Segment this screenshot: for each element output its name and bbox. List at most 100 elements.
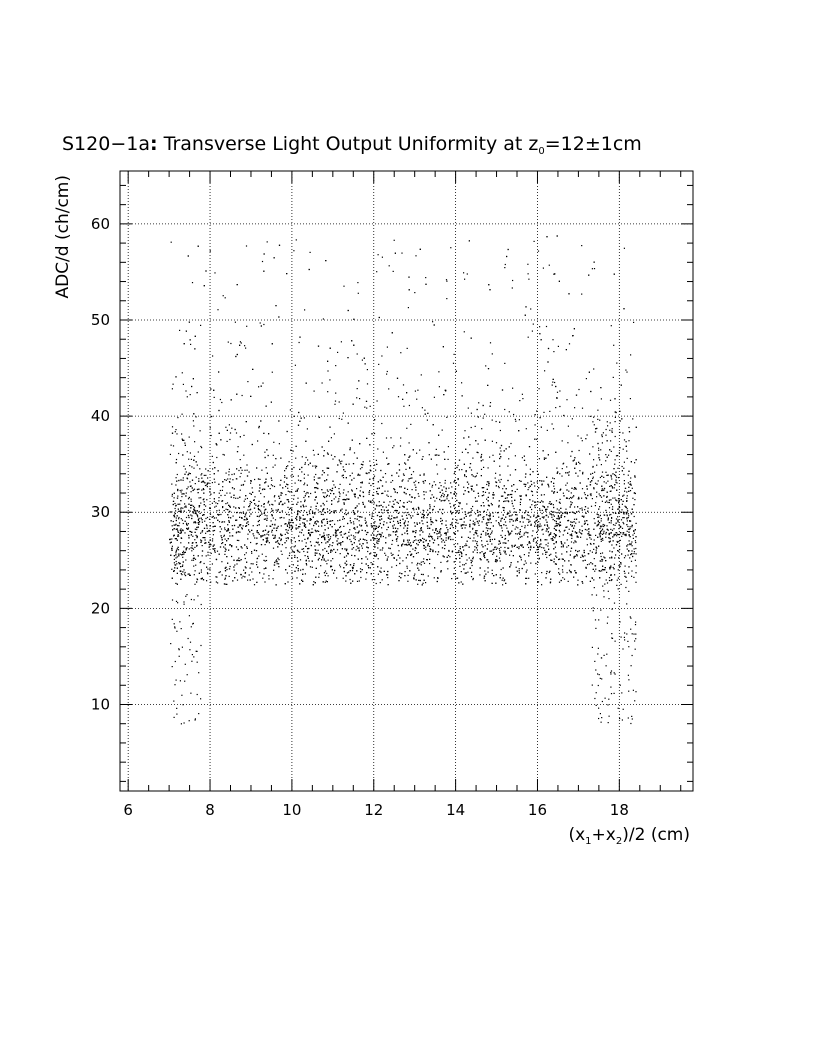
data-point [359,468,362,470]
data-point [582,473,584,475]
data-point [454,546,456,548]
data-point [480,475,482,477]
data-point [406,488,409,490]
data-point [622,511,624,513]
data-point [609,541,611,543]
data-point [207,568,209,570]
data-point [251,571,253,573]
data-point [282,503,284,505]
data-point [366,558,369,560]
data-point [186,451,188,453]
data-point [366,407,368,409]
data-point [492,492,494,494]
data-point [230,496,232,498]
data-point [206,499,208,501]
data-point [605,509,607,511]
data-point [588,534,590,536]
data-point [248,506,250,508]
data-point [196,579,199,581]
data-point [482,459,484,461]
data-point [575,462,577,464]
data-point [181,493,183,495]
data-point [280,550,282,552]
data-point [617,498,620,500]
data-point [359,495,361,497]
data-point [178,479,180,482]
data-point [329,379,331,381]
data-point [626,495,628,497]
data-point [198,510,200,513]
data-point [592,476,594,478]
data-point [464,474,466,476]
data-point [455,495,457,497]
data-point [531,504,533,506]
data-point [571,502,573,504]
data-point [184,551,186,553]
data-point [623,523,625,525]
data-point [374,521,376,523]
data-point [406,539,409,541]
data-point [531,508,533,511]
data-point [514,520,517,522]
data-point [521,535,523,538]
data-point [206,580,208,582]
data-point [503,450,505,452]
data-point [397,554,399,556]
data-point [629,557,631,559]
data-point [267,502,269,504]
data-point [509,521,511,523]
data-point [175,517,177,519]
data-point [513,508,515,510]
data-point [365,400,368,402]
data-point [615,475,617,477]
data-point [559,390,561,392]
data-point [250,508,252,510]
data-point [553,558,555,560]
data-point [495,442,498,444]
data-point [188,534,190,537]
data-point [325,542,327,544]
data-point [472,540,474,542]
data-point [284,533,286,535]
data-point [300,569,302,571]
data-point [355,532,357,534]
data-point [391,543,393,545]
data-point [362,503,364,505]
data-point [561,440,563,442]
data-point [215,443,217,445]
data-point [212,468,214,470]
data-point [211,540,214,542]
data-point [526,569,528,571]
data-point [339,566,342,568]
data-point [364,406,366,408]
data-point [197,519,200,521]
data-point [279,511,281,513]
data-point [443,496,445,498]
data-point [496,555,498,557]
data-point [342,499,344,501]
data-point [386,558,388,560]
data-point [307,474,309,476]
data-point [529,520,531,522]
data-point [264,581,266,583]
data-point [331,550,333,552]
data-point [293,250,295,252]
data-point [340,510,342,512]
data-point [340,542,342,544]
data-point [339,526,341,529]
data-point [607,480,609,482]
data-point [344,532,347,535]
data-point [319,554,321,556]
data-point [311,510,314,512]
data-point [556,525,558,527]
data-point [201,555,203,557]
data-point [262,382,264,384]
data-point [634,462,636,464]
data-point [317,549,319,551]
data-point [212,534,214,536]
data-point [406,529,408,532]
data-point [429,550,431,552]
data-point [300,501,302,503]
data-point [472,556,474,558]
data-point [382,506,384,508]
